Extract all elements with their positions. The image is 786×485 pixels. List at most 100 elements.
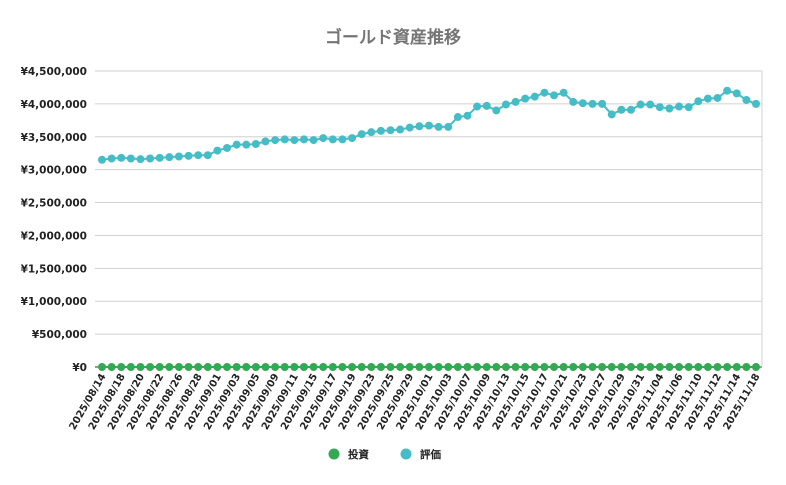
data-point xyxy=(540,363,549,371)
data-point xyxy=(174,363,183,371)
data-point xyxy=(299,135,308,144)
data-point xyxy=(425,363,433,371)
y-tick-label: ¥1,000,000 xyxy=(21,296,87,308)
data-point xyxy=(367,363,376,371)
data-point xyxy=(290,136,299,145)
data-point xyxy=(232,140,241,149)
data-point xyxy=(511,97,520,106)
legend-item: 評価 xyxy=(400,448,441,461)
series-layer xyxy=(98,86,760,371)
data-point xyxy=(742,363,751,371)
data-point xyxy=(607,363,616,371)
data-point xyxy=(578,99,587,108)
data-point xyxy=(655,363,664,371)
data-point xyxy=(598,363,607,371)
data-point xyxy=(309,363,318,371)
data-point xyxy=(165,153,174,162)
data-point xyxy=(694,363,703,371)
data-point xyxy=(367,128,376,137)
data-point xyxy=(646,100,655,109)
data-point xyxy=(223,143,232,152)
data-point xyxy=(280,135,289,144)
legend-marker xyxy=(400,448,412,460)
y-tick-label: ¥3,500,000 xyxy=(21,132,87,144)
data-point xyxy=(463,111,472,120)
data-point xyxy=(598,99,607,108)
data-point xyxy=(473,102,482,111)
data-point xyxy=(155,153,164,162)
data-point xyxy=(694,97,703,106)
data-point xyxy=(578,363,587,371)
data-point xyxy=(434,122,443,131)
data-point xyxy=(117,153,126,162)
data-point xyxy=(184,363,193,371)
data-point xyxy=(482,101,491,110)
data-point xyxy=(213,146,222,155)
data-point xyxy=(396,363,405,371)
y-tick-label: ¥3,000,000 xyxy=(21,165,87,177)
data-point xyxy=(617,105,626,114)
data-point xyxy=(703,363,712,371)
data-point xyxy=(482,363,491,371)
data-point xyxy=(636,363,645,371)
data-point xyxy=(550,363,559,371)
data-point xyxy=(646,363,655,371)
data-point xyxy=(675,102,684,111)
data-point xyxy=(251,140,260,149)
data-point xyxy=(271,363,280,371)
data-point xyxy=(242,363,251,371)
data-point xyxy=(376,363,385,371)
data-point xyxy=(107,363,116,371)
data-point xyxy=(444,122,453,131)
data-point xyxy=(146,154,155,163)
y-tick-label: ¥0 xyxy=(72,362,87,374)
data-point xyxy=(415,363,424,371)
data-point xyxy=(213,363,222,371)
data-point xyxy=(194,151,203,160)
data-point xyxy=(174,152,183,161)
y-tick-label: ¥500,000 xyxy=(32,329,87,341)
legend: 投資 評価 xyxy=(328,448,441,461)
data-point xyxy=(165,363,174,371)
data-point xyxy=(655,103,664,112)
data-point xyxy=(376,126,385,135)
data-point xyxy=(723,363,732,371)
data-point xyxy=(540,88,549,97)
data-point xyxy=(723,86,732,95)
data-point xyxy=(463,363,472,371)
data-point xyxy=(290,363,299,371)
data-point xyxy=(521,363,530,371)
y-tick-label: ¥2,500,000 xyxy=(21,198,87,210)
data-point xyxy=(328,135,337,144)
data-point xyxy=(136,155,145,164)
data-point xyxy=(742,95,751,104)
legend-label: 投資 xyxy=(348,448,369,461)
data-point xyxy=(607,110,616,119)
data-point xyxy=(473,363,482,371)
data-point xyxy=(338,135,347,144)
data-point xyxy=(98,363,106,371)
data-point xyxy=(752,363,760,371)
data-point xyxy=(713,93,722,102)
data-point xyxy=(492,106,501,115)
data-point xyxy=(261,137,270,146)
data-point xyxy=(184,151,193,160)
data-point xyxy=(453,113,462,122)
data-point xyxy=(732,363,741,371)
data-point xyxy=(405,363,414,371)
y-tick-label: ¥1,500,000 xyxy=(21,263,87,275)
data-point xyxy=(223,363,232,371)
data-point xyxy=(319,134,328,143)
data-point xyxy=(665,104,674,113)
data-point xyxy=(569,97,578,106)
data-point xyxy=(569,363,578,371)
data-point xyxy=(155,363,164,371)
data-point xyxy=(136,363,145,371)
y-tick-label: ¥4,000,000 xyxy=(21,99,87,111)
data-point xyxy=(434,363,443,371)
data-point xyxy=(117,363,126,371)
data-point xyxy=(126,154,135,163)
legend-marker xyxy=(328,448,340,460)
data-point xyxy=(251,363,260,371)
